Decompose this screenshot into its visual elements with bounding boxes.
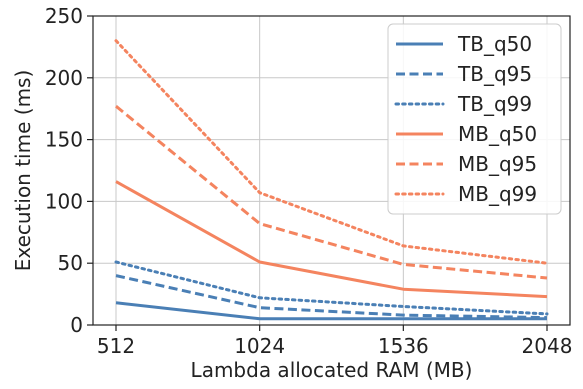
y-tick-label: 50 [58,251,83,275]
legend-label: MB_q95 [458,152,537,176]
series-layer [114,39,549,321]
series-line-tb-q50 [115,301,547,321]
x-tick-label: 1024 [234,334,285,358]
legend: TB_q50 TB_q95 TB_q99 MB_q50 MB_q95 MB_q99 [387,23,562,215]
y-tick-label: 250 [45,4,83,28]
y-tick-label: 150 [45,128,83,152]
legend-label: TB_q99 [457,92,532,116]
y-tick-label: 100 [45,189,83,213]
x-tick-label: 1536 [378,334,429,358]
y-tick-label: 200 [45,66,83,90]
series-line-mb-q50 [115,180,548,299]
x-tick-label: 2048 [522,334,573,358]
x-axis-label: Lambda allocated RAM (MB) [191,358,473,382]
legend-label: MB_q99 [458,182,537,206]
series-line-tb-q99 [114,260,549,316]
y-axis-label: Execution time (ms) [11,70,35,272]
series-line-mb-q95 [115,105,548,280]
legend-box [387,23,562,215]
tick-layer: 512 1024 1536 2048 0 50 100 150 200 250 [45,4,573,358]
x-tick-label: 512 [97,334,135,358]
legend-label: TB_q50 [457,32,532,56]
y-tick-label: 0 [70,313,83,337]
series-line-tb-q95 [115,274,548,320]
legend-label: TB_q95 [457,62,532,86]
plot-area-frame [92,15,571,326]
series-line-mb-q99 [114,39,549,265]
legend-label: MB_q50 [458,122,537,146]
